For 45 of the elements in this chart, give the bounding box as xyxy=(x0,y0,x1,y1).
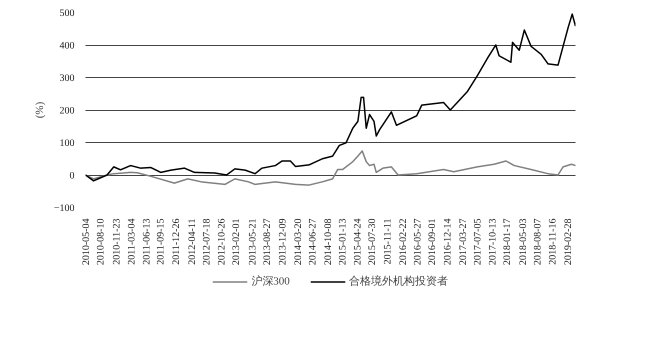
y-tick-label: −100 xyxy=(54,203,74,214)
x-tick-label: 2015-11-11 xyxy=(382,218,394,264)
x-tick-label: 2010-08-10 xyxy=(96,218,107,266)
x-tick-label: 2016-09-01 xyxy=(426,218,438,266)
x-tick-label: 2011-06-13 xyxy=(142,218,153,265)
x-tick-label: 2017-03-27 xyxy=(458,218,469,266)
x-tick-label: 2018-08-07 xyxy=(532,218,544,266)
x-tick-label: 2011-09-15 xyxy=(156,218,167,265)
x-tick-label: 2013-02-01 xyxy=(231,218,242,266)
x-tick-label: 2014-06-27 xyxy=(308,218,319,266)
x-tick-label: 2017-10-13 xyxy=(488,218,499,266)
x-tick-label: 2014-03-20 xyxy=(292,218,304,266)
x-tick-label: 2016-12-14 xyxy=(442,218,454,266)
y-tick-label: 200 xyxy=(60,106,74,116)
x-tick-label: 2010-11-23 xyxy=(111,218,122,265)
legend-label: 沪深300 xyxy=(251,274,290,288)
x-tick-label: 2018-05-03 xyxy=(518,218,529,266)
line-series xyxy=(86,13,576,182)
line-series xyxy=(86,150,576,186)
y-tick-label: 400 xyxy=(60,40,74,52)
x-tick-label: 2012-04-11 xyxy=(186,218,198,265)
x-tick-label: 2018-11-16 xyxy=(547,218,558,265)
legend-label: 合格境外机构投资者 xyxy=(348,274,448,288)
x-tick-label: 2015-04-24 xyxy=(352,218,364,266)
x-tick-label: 2017-07-05 xyxy=(472,218,484,266)
x-tick-label: 2015-07-30 xyxy=(367,218,378,266)
x-tick-label: 2013-05-21 xyxy=(247,218,258,266)
y-axis-title: (%) xyxy=(34,101,46,118)
x-tick-label: 2016-05-27 xyxy=(412,218,424,266)
x-tick-label: 2011-12-26 xyxy=(170,218,182,265)
x-tick-label: 2012-10-26 xyxy=(216,218,228,266)
x-tick-label: 2018-01-17 xyxy=(502,218,514,266)
x-tick-label: 2013-12-09 xyxy=(278,218,289,266)
x-tick-label: 2016-02-22 xyxy=(398,218,410,266)
x-tick-label: 2010-05-04 xyxy=(81,218,92,266)
y-tick-label: 500 xyxy=(60,8,74,19)
x-tick-label: 2012-07-18 xyxy=(202,218,213,266)
y-tick-label: 300 xyxy=(60,73,74,84)
x-tick-label: 2013-08-27 xyxy=(262,218,274,266)
x-tick-label: 2014-10-08 xyxy=(323,218,334,266)
y-tick-label: 0 xyxy=(70,170,74,182)
x-tick-label: 2015-01-13 xyxy=(338,218,349,266)
y-tick-label: 100 xyxy=(60,138,74,149)
x-tick-label: 2019-02-28 xyxy=(562,218,574,266)
x-tick-label: 2011-03-04 xyxy=(126,218,138,265)
